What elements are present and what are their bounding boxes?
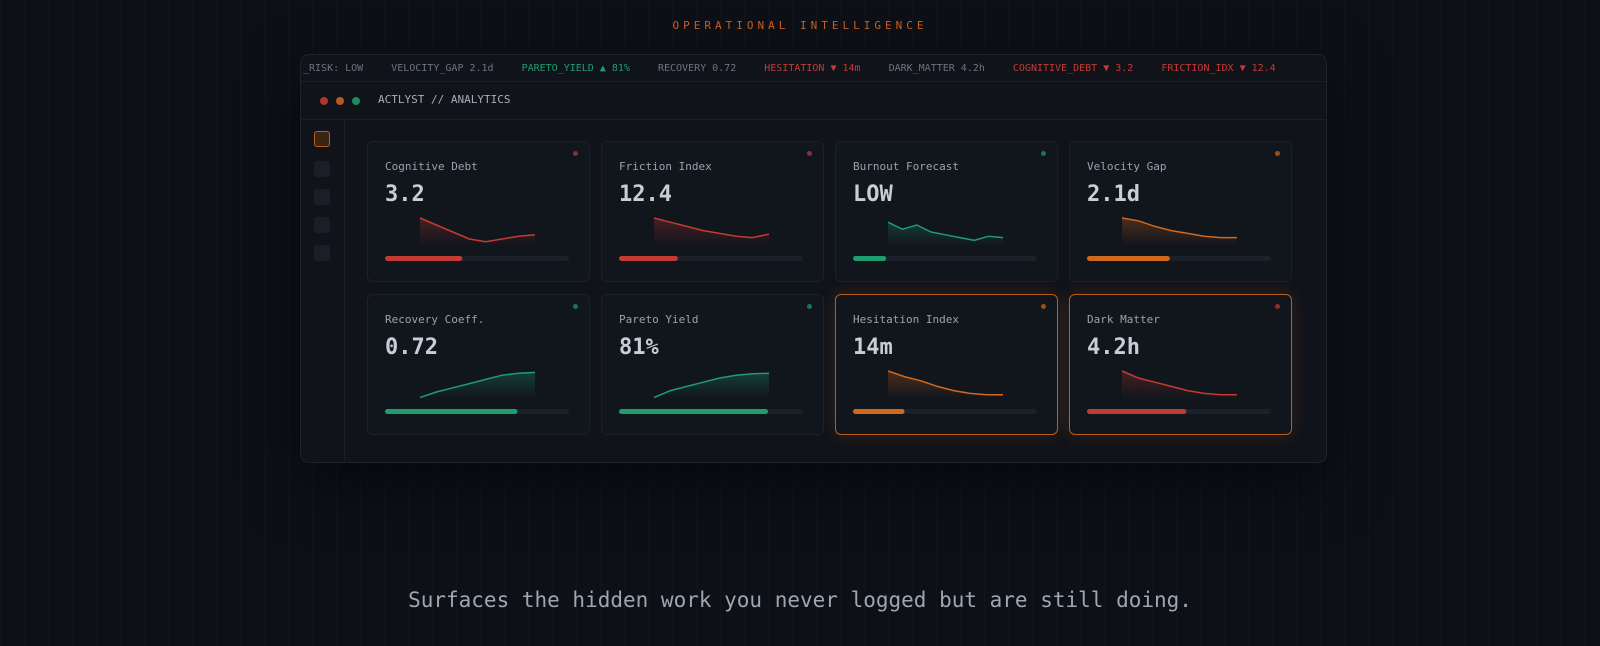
window-dot: [320, 97, 328, 105]
window-header: ACTLYST // ANALYTICS: [301, 82, 1326, 120]
progress-bar: [619, 409, 769, 414]
metric-card[interactable]: Recovery Coeff. 0.72: [367, 294, 590, 435]
sparkline-area: [654, 373, 769, 399]
card-graphics: [619, 372, 803, 414]
sidebar: [301, 120, 345, 462]
sparkline: [653, 217, 770, 239]
eyebrow: OPERATIONAL INTELLIGENCE: [672, 19, 928, 32]
ticker-item: VELOCITY_GAP 2.1d: [391, 62, 494, 74]
status-dot: [573, 151, 578, 156]
card-graphics: [619, 217, 803, 261]
nav-icon[interactable]: [314, 189, 330, 205]
card-graphics: [1087, 370, 1271, 414]
card-label: Friction Index: [619, 160, 712, 173]
nav-icon[interactable]: [314, 161, 330, 177]
status-dot: [1041, 151, 1046, 156]
metric-card[interactable]: Friction Index 12.4: [601, 141, 824, 282]
status-dot: [1041, 304, 1046, 309]
progress-bar: [385, 409, 518, 414]
ticker-item: HESITATION ▼ 14m: [764, 62, 861, 74]
card-graphics: [853, 221, 1037, 261]
card-graphics: [385, 371, 569, 414]
ticker: _RISK: LOW VELOCITY_GAP 2.1d PARETO_YIELD …: [301, 55, 1326, 82]
progress-bar: [1087, 256, 1170, 261]
ticker-item: PARETO_YIELD ▲ 81%: [521, 62, 630, 74]
progress-bar: [853, 409, 905, 414]
status-dot: [807, 151, 812, 156]
card-value: 0.72: [385, 335, 438, 360]
metric-card[interactable]: Dark Matter 4.2h: [1069, 294, 1292, 435]
sparkline: [1121, 217, 1237, 239]
sparkline-area: [888, 371, 1003, 399]
card-label: Cognitive Debt: [385, 160, 478, 173]
card-label: Recovery Coeff.: [385, 313, 485, 326]
metric-card[interactable]: Cognitive Debt 3.2: [367, 141, 590, 282]
metric-card[interactable]: Hesitation Index 14m: [835, 294, 1058, 435]
status-dot: [1275, 151, 1280, 156]
nav-icon[interactable]: [314, 131, 330, 147]
metric-card[interactable]: Pareto Yield 81%: [601, 294, 824, 435]
sparkline-area: [1122, 371, 1237, 399]
card-label: Pareto Yield: [619, 313, 699, 326]
card-label: Hesitation Index: [853, 313, 959, 326]
app-window: _RISK: LOW VELOCITY_GAP 2.1d PARETO_YIELD …: [300, 54, 1327, 463]
card-label: Velocity Gap: [1087, 160, 1167, 173]
status-dot: [807, 304, 812, 309]
progress-bar: [385, 256, 463, 261]
window-dot: [352, 97, 360, 105]
metric-card[interactable]: Burnout Forecast LOW: [835, 141, 1058, 282]
nav-icon[interactable]: [314, 217, 330, 233]
card-graphics: [1087, 217, 1271, 261]
ticker-item: COGNITIVE_DEBT ▼ 3.2: [1012, 62, 1134, 74]
progress-track: [853, 256, 1037, 261]
card-value: 3.2: [385, 182, 425, 207]
window-dot: [336, 97, 344, 105]
sparkline: [887, 370, 1003, 396]
ticker-item: FRICTION_IDX ▼ 12.4: [1161, 62, 1276, 74]
sparkline: [653, 372, 770, 399]
card-value: LOW: [853, 182, 893, 207]
card-value: 12.4: [619, 182, 672, 207]
card-graphics: [853, 370, 1037, 414]
progress-bar: [619, 256, 678, 261]
ticker-item: DARK_MATTER 4.2h: [888, 62, 985, 74]
sparkline: [1121, 370, 1237, 396]
sparkline-area: [888, 222, 1003, 246]
status-dot: [573, 304, 578, 309]
sparkline: [419, 371, 536, 399]
sparkline: [419, 217, 536, 243]
sparkline: [887, 221, 1004, 242]
card-value: 2.1d: [1087, 182, 1140, 207]
ticker-item: _RISK: LOW: [303, 62, 364, 74]
card-value: 14m: [853, 335, 893, 360]
card-value: 81%: [619, 335, 659, 360]
window-title: ACTLYST // ANALYTICS: [378, 93, 511, 106]
card-value: 4.2h: [1087, 335, 1140, 360]
card-graphics: [385, 217, 569, 261]
progress-bar: [1087, 409, 1187, 414]
nav-icon[interactable]: [314, 245, 330, 261]
card-label: Dark Matter: [1087, 313, 1160, 326]
sparkline-area: [420, 372, 535, 399]
metric-card[interactable]: Velocity Gap 2.1d: [1069, 141, 1292, 282]
progress-bar: [853, 256, 887, 261]
status-dot: [1275, 304, 1280, 309]
ticker-item: RECOVERY 0.72: [657, 62, 737, 74]
caption: Surfaces the hidden work you never logge…: [408, 588, 1192, 612]
sparkline-area: [420, 218, 535, 246]
card-label: Burnout Forecast: [853, 160, 959, 173]
